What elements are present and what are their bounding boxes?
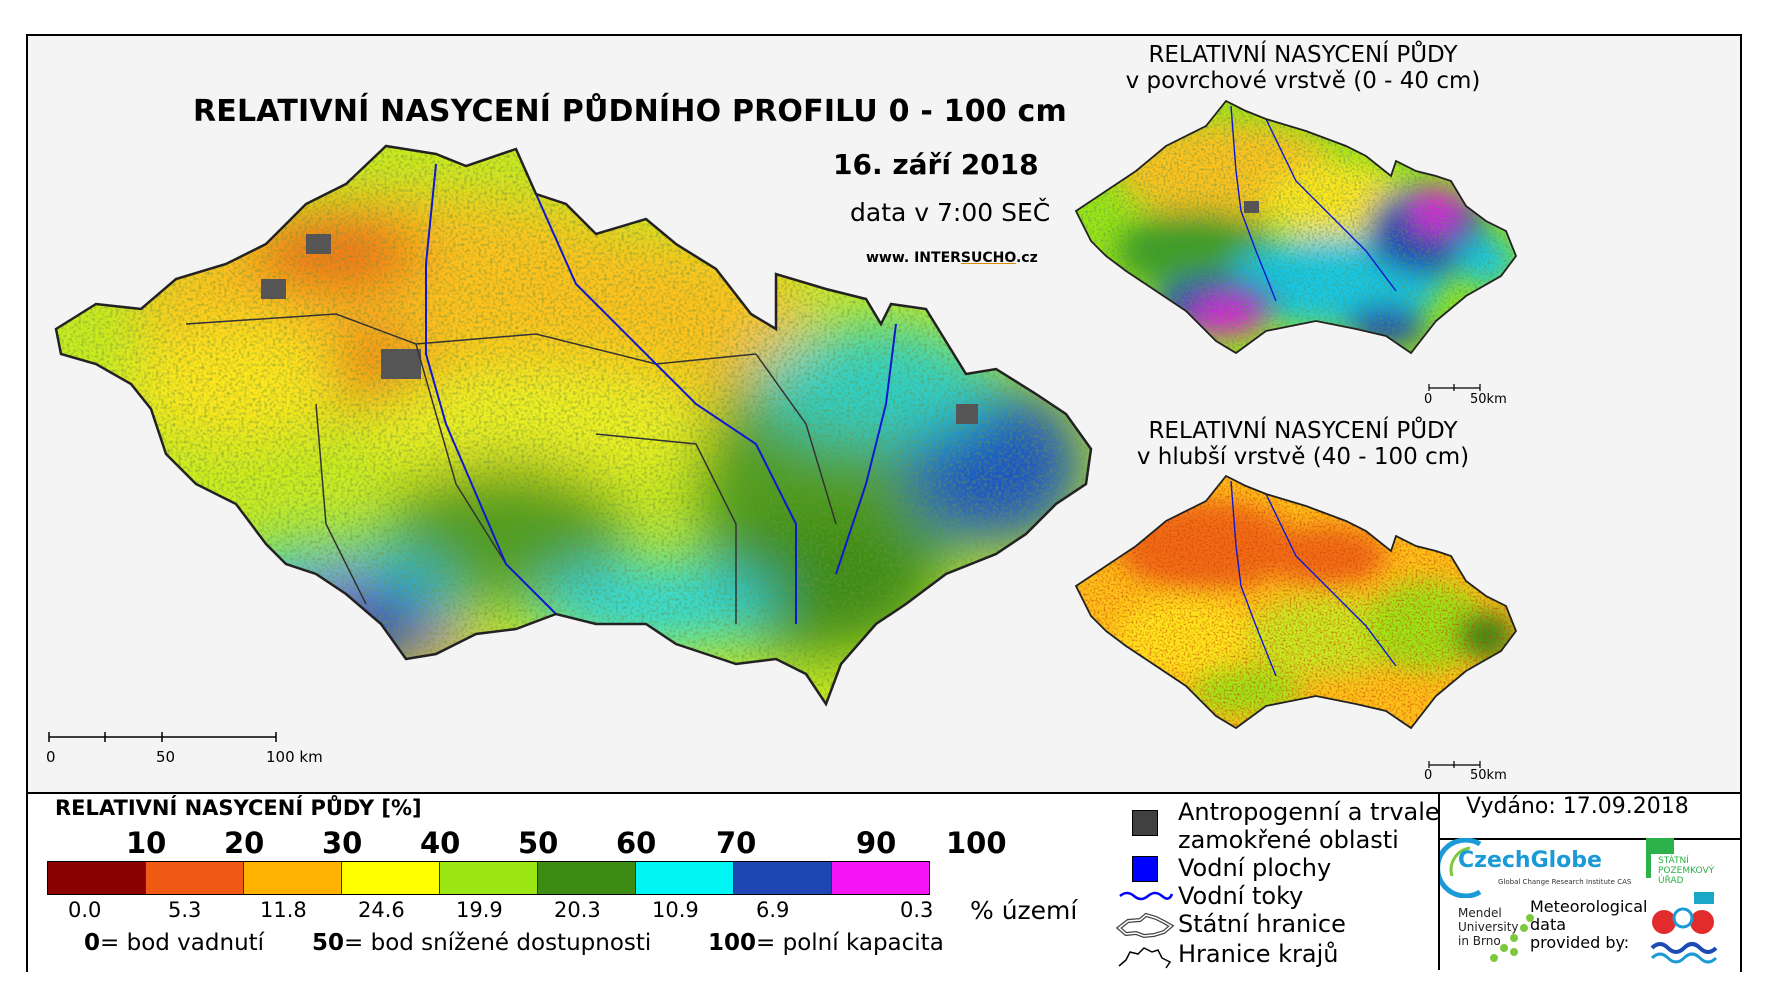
map-date: 16. září 2018 <box>833 148 1039 181</box>
definition-wilting: 0= bod vadnutí <box>84 930 264 956</box>
chmi-logo-icon <box>1650 907 1718 964</box>
deep-title-line2: v hlubší vrstvě (40 - 100 cm) <box>1136 444 1470 470</box>
legend-percent-6: 20.3 <box>554 898 601 922</box>
legend-swatch-5 <box>440 862 538 894</box>
legend-divider-1 <box>1438 792 1440 970</box>
issued-date: Vydáno: 17.09.2018 <box>1466 794 1689 819</box>
definition-capacity-value: 100 <box>708 930 757 956</box>
spu-logo-line1: STÁTNÍ <box>1658 856 1689 866</box>
mendel-logo-icon <box>1490 914 1534 962</box>
surface-title-line2: v povrchové vrstvě (0 - 40 cm) <box>1125 68 1481 94</box>
map-frame: RELATIVNÍ NASYCENÍ PŮDNÍHO PROFILU 0 - 1… <box>26 34 1742 972</box>
symbol-state-border: Státní hranice <box>1178 910 1346 938</box>
meteo-line3: provided by: <box>1530 933 1630 952</box>
czechglobe-logo: CzechGlobe <box>1458 848 1602 873</box>
spu-logo-bar <box>1694 892 1714 904</box>
state-border-icon <box>1116 912 1174 939</box>
legend-break-90: 90 <box>856 826 897 860</box>
region-border-icon <box>1118 947 1172 969</box>
definition-capacity-text: = polní kapacita <box>756 930 944 956</box>
symbol-anthropogenic-line1: Antropogenní a trvale <box>1178 798 1440 826</box>
main-scale-100: 100 km <box>266 748 323 766</box>
spu-logo-icon-2 <box>1646 838 1651 878</box>
legend-swatch-7 <box>636 862 734 894</box>
website-prefix: www. INTER <box>866 250 961 266</box>
website-suffix: .cz <box>1015 250 1038 266</box>
main-scale-50: 50 <box>156 748 176 766</box>
main-soil-map <box>54 144 1093 706</box>
czechglobe-subtitle: Global Change Research Institute CAS <box>1498 878 1632 886</box>
symbol-rivers: Vodní toky <box>1178 882 1304 910</box>
legend-swatch-6 <box>538 862 636 894</box>
definition-reduced-text: = bod snížené dostupnosti <box>344 930 652 956</box>
meteo-line1: Meteorological <box>1530 897 1648 916</box>
legend-swatch-3 <box>244 862 342 894</box>
legend-percent-1: 0.0 <box>68 898 102 922</box>
mendel-line1: Mendel <box>1458 906 1502 920</box>
legend-break-60: 60 <box>616 826 657 860</box>
legend-percent-9: 0.3 <box>900 898 934 922</box>
legend-break-100: 100 <box>946 826 1007 860</box>
legend-percent-3: 11.8 <box>260 898 307 922</box>
symbol-anthropogenic-line2: zamokřené oblasti <box>1178 826 1399 854</box>
spu-logo-icon <box>1646 838 1674 854</box>
deep-scale-bar <box>1428 761 1481 768</box>
czechglobe-logo-icon <box>1440 838 1482 898</box>
legend-percent-5: 19.9 <box>456 898 503 922</box>
legend-title: RELATIVNÍ NASYCENÍ PŮDY [%] <box>55 796 422 820</box>
surface-layer-map <box>1075 100 1517 354</box>
legend-break-50: 50 <box>518 826 559 860</box>
definition-reduced-value: 50 <box>312 930 345 956</box>
legend-swatch-8 <box>734 862 832 894</box>
mendel-line2: University <box>1458 920 1519 934</box>
spu-logo-line2: POZEMKOVÝ <box>1658 866 1715 876</box>
legend-percent-2: 5.3 <box>168 898 202 922</box>
data-time: data v 7:00 SEČ <box>850 198 1051 227</box>
surface-scale-0: 0 <box>1424 392 1433 407</box>
definition-reduced: 50= bod snížené dostupnosti <box>312 930 651 956</box>
definition-capacity: 100= polní kapacita <box>708 930 944 956</box>
main-scale-bar <box>48 732 277 742</box>
deep-scale-0: 0 <box>1424 768 1433 783</box>
blue-square-icon <box>1132 856 1158 882</box>
legend-swatch-1 <box>48 862 146 894</box>
legend-break-20: 20 <box>224 826 265 860</box>
surface-title-line1: RELATIVNÍ NASYCENÍ PŮDY <box>1148 42 1458 68</box>
deep-title-line1: RELATIVNÍ NASYCENÍ PŮDY <box>1148 418 1458 444</box>
definition-wilting-text: = bod vadnutí <box>100 930 265 956</box>
legend-break-70: 70 <box>716 826 757 860</box>
meteo-line2: data <box>1530 915 1567 934</box>
surface-scale-50: 50km <box>1470 392 1507 407</box>
river-line-icon <box>1119 891 1174 901</box>
legend-swatch-4 <box>342 862 440 894</box>
symbol-water-bodies: Vodní plochy <box>1178 854 1332 882</box>
meteo-provider-text: Meteorological data provided by: <box>1530 898 1647 952</box>
mendel-line3: in Brno <box>1458 934 1501 948</box>
main-map-title: RELATIVNÍ NASYCENÍ PŮDNÍHO PROFILU 0 - 1… <box>193 94 1067 129</box>
legend-percent-4: 24.6 <box>358 898 405 922</box>
website-mid: SUCHO <box>960 250 1016 266</box>
spu-logo-line3: ÚŘAD <box>1658 876 1684 886</box>
main-scale-0: 0 <box>46 748 56 766</box>
legend-colorbar <box>47 861 930 895</box>
legend-break-40: 40 <box>420 826 461 860</box>
deep-layer-map <box>1075 475 1517 729</box>
mendel-logo-text: Mendel University in Brno <box>1458 906 1519 948</box>
gray-square-icon <box>1132 810 1158 836</box>
legend-percent-8: 6.9 <box>756 898 790 922</box>
website-link[interactable]: www. INTERSUCHO.cz <box>866 250 1038 266</box>
symbol-region-border: Hranice krajů <box>1178 940 1339 968</box>
legend-break-30: 30 <box>322 826 363 860</box>
legend-break-10: 10 <box>126 826 167 860</box>
spu-logo-text: STÁTNÍ POZEMKOVÝ ÚŘAD <box>1658 856 1714 886</box>
legend-percent-7: 10.9 <box>652 898 699 922</box>
legend-swatch-9 <box>832 862 929 894</box>
legend-swatch-2 <box>146 862 244 894</box>
definition-wilting-value: 0 <box>84 930 101 956</box>
deep-scale-50: 50km <box>1470 768 1507 783</box>
surface-scale-bar <box>1428 384 1481 391</box>
legend-divider-2 <box>1438 838 1740 840</box>
legend-percent-unit: % území <box>970 896 1078 925</box>
